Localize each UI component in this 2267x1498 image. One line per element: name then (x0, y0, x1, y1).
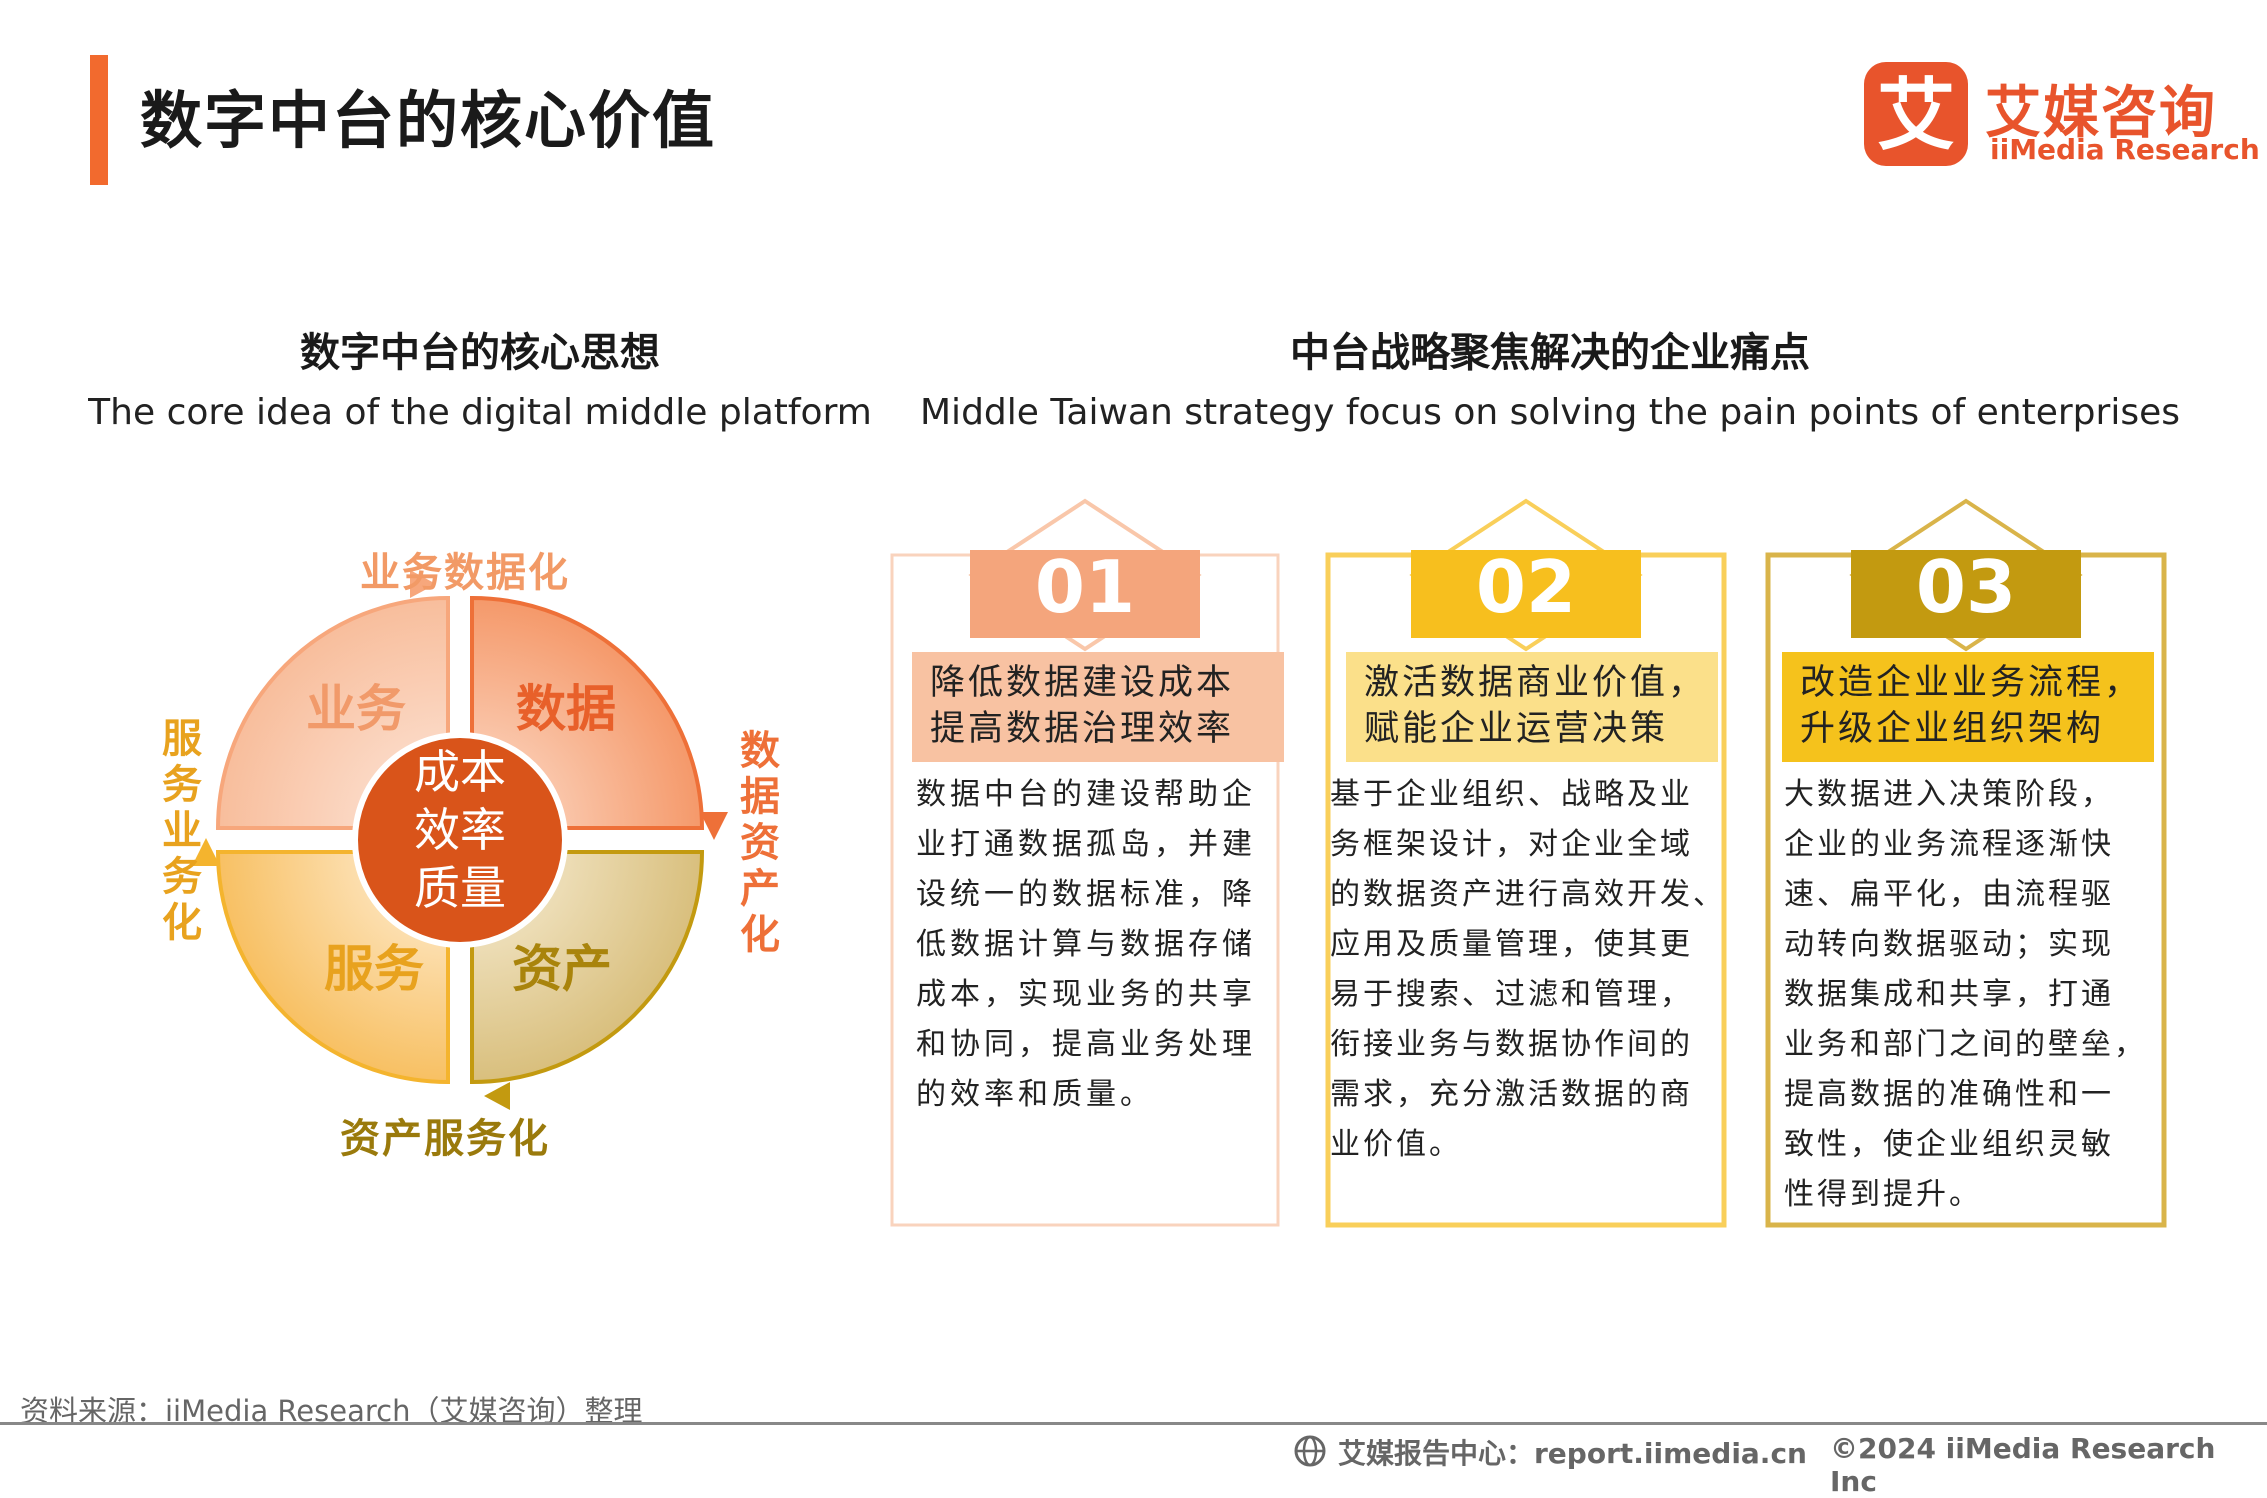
left-section-title-cn: 数字中台的核心思想 (300, 330, 660, 376)
card-1-body-line: 数据中台的建设帮助企 (916, 777, 1256, 812)
pain-point-card-1 (890, 498, 1280, 1227)
card-2-body: 基于企业组织、战略及业 务框架设计，对企业全域 的数据资产进行高效开发、 应用及… (1330, 770, 1726, 1170)
card-1-heading-line-2: 提高数据治理效率 (930, 709, 1235, 749)
cycle-label-left: 服务业务化 (162, 716, 202, 946)
arrow-top (410, 570, 436, 598)
card-2-heading-band: 激活数据商业价值， 赋能企业运营决策 (1346, 652, 1718, 762)
card-3-body-line: 业务和部门之间的壁垒， (1784, 1027, 2147, 1062)
title-accent-bar (90, 55, 108, 185)
card-2-number: 02 (1475, 545, 1577, 629)
card-1-heading-band: 降低数据建设成本 提高数据治理效率 (912, 652, 1284, 762)
card-2-body-line: 的数据资产进行高效开发、 (1330, 877, 1726, 912)
center-text-efficiency: 效率 (414, 803, 506, 857)
card-3-heading-band: 改造企业业务流程， 升级企业组织架构 (1782, 652, 2154, 762)
cycle-label-bottom: 资产服务化 (340, 1116, 550, 1162)
globe-icon (1294, 1435, 1326, 1467)
card-3-body-line: 速、扁平化，由流程驱 (1784, 877, 2114, 912)
pain-point-card-2 (1325, 498, 1727, 1228)
card-1-body-line: 成本，实现业务的共享 (916, 977, 1256, 1012)
card-3-body-line: 性得到提升。 (1784, 1177, 1982, 1212)
copyright: ©2024 iiMedia Research Inc (1830, 1432, 2216, 1498)
card-2-body-line: 衔接业务与数据协作间的 (1330, 1027, 1693, 1062)
card-2-body-line: 务框架设计，对企业全域 (1330, 827, 1693, 862)
right-section-title-en: Middle Taiwan strategy focus on solving … (920, 392, 2180, 433)
logo-name-cn: 艾媒咨询 (1985, 81, 2217, 146)
arrow-bottom (484, 1082, 510, 1110)
quadrant-label-data: 数据 (516, 680, 616, 738)
card-3-body-line: 提高数据的准确性和一 (1784, 1077, 2114, 1112)
card-3-body-line: 动转向数据驱动；实现 (1784, 927, 2114, 962)
quadrant-label-asset: 资产 (512, 940, 612, 998)
card-2-heading-line-2: 赋能企业运营决策 (1364, 709, 1669, 749)
card-2-body-line: 需求，充分激活数据的商 (1330, 1077, 1693, 1112)
footer-divider (0, 1422, 2267, 1425)
card-1-body-line: 业打通数据孤岛，并建 (916, 827, 1256, 862)
card-2-heading-line-1: 激活数据商业价值， (1364, 663, 1707, 703)
arrow-right (700, 812, 728, 840)
card-1-body-line: 和协同，提高业务处理 (916, 1027, 1256, 1062)
page-title: 数字中台的核心价值 (140, 84, 717, 157)
center-text-cost: 成本 (414, 745, 506, 799)
card-1-body: 数据中台的建设帮助企 业打通数据孤岛，并建 设统一的数据标准，降 低数据计算与数… (916, 770, 1256, 1120)
card-3-number: 03 (1915, 545, 2017, 629)
card-3-heading-line-1: 改造企业业务流程， (1800, 663, 2143, 703)
logo-glyph: 艾 (1877, 71, 1955, 161)
card-2-body-line: 易于搜索、过滤和管理， (1330, 977, 1693, 1012)
card-1-number: 01 (1034, 545, 1136, 629)
pain-point-card-3 (1765, 498, 2167, 1228)
card-2-body-line: 业价值。 (1330, 1127, 1462, 1162)
right-section-title-cn: 中台战略聚焦解决的企业痛点 (1290, 330, 1810, 376)
logo-name-en: iiMedia Research (1990, 133, 2260, 166)
left-section-title-en: The core idea of the digital middle plat… (88, 392, 872, 433)
card-1-body-line: 低数据计算与数据存储 (916, 927, 1256, 962)
quadrant-label-service: 服务 (324, 940, 424, 998)
ai-logo-icon: 艾 (1864, 62, 1968, 166)
card-3-body-line: 企业的业务流程逐渐快 (1784, 827, 2114, 862)
center-text-quality: 质量 (414, 861, 506, 915)
card-2-body-line: 基于企业组织、战略及业 (1330, 777, 1693, 812)
cycle-label-top: 业务数据化 (360, 550, 570, 596)
card-3-body-line: 致性，使企业组织灵敏 (1784, 1127, 2114, 1162)
cycle-label-right: 数据资产化 (740, 728, 780, 958)
quadrant-label-business: 业务 (306, 680, 406, 738)
card-1-body-line: 设统一的数据标准，降 (916, 877, 1256, 912)
core-idea-cycle-diagram: 成本 效率 质量 业务 数据 服务 资产 (192, 570, 728, 1110)
card-3-heading-line-2: 升级企业组织架构 (1800, 709, 2105, 749)
arrow-left (192, 838, 220, 866)
card-2-body-line: 应用及质量管理，使其更 (1330, 927, 1693, 962)
card-1-body-line: 的效率和质量。 (916, 1077, 1154, 1112)
card-3-body-line: 数据集成和共享，打通 (1784, 977, 2114, 1012)
center-circle (352, 732, 568, 948)
card-3-body-line: 大数据进入决策阶段， (1784, 777, 2114, 812)
report-center-link[interactable]: 艾媒报告中心：report.iimedia.cn (1338, 1437, 1807, 1470)
card-1-heading-line-1: 降低数据建设成本 (930, 663, 1235, 703)
card-3-body: 大数据进入决策阶段， 企业的业务流程逐渐快 速、扁平化，由流程驱 动转向数据驱动… (1784, 770, 2147, 1220)
